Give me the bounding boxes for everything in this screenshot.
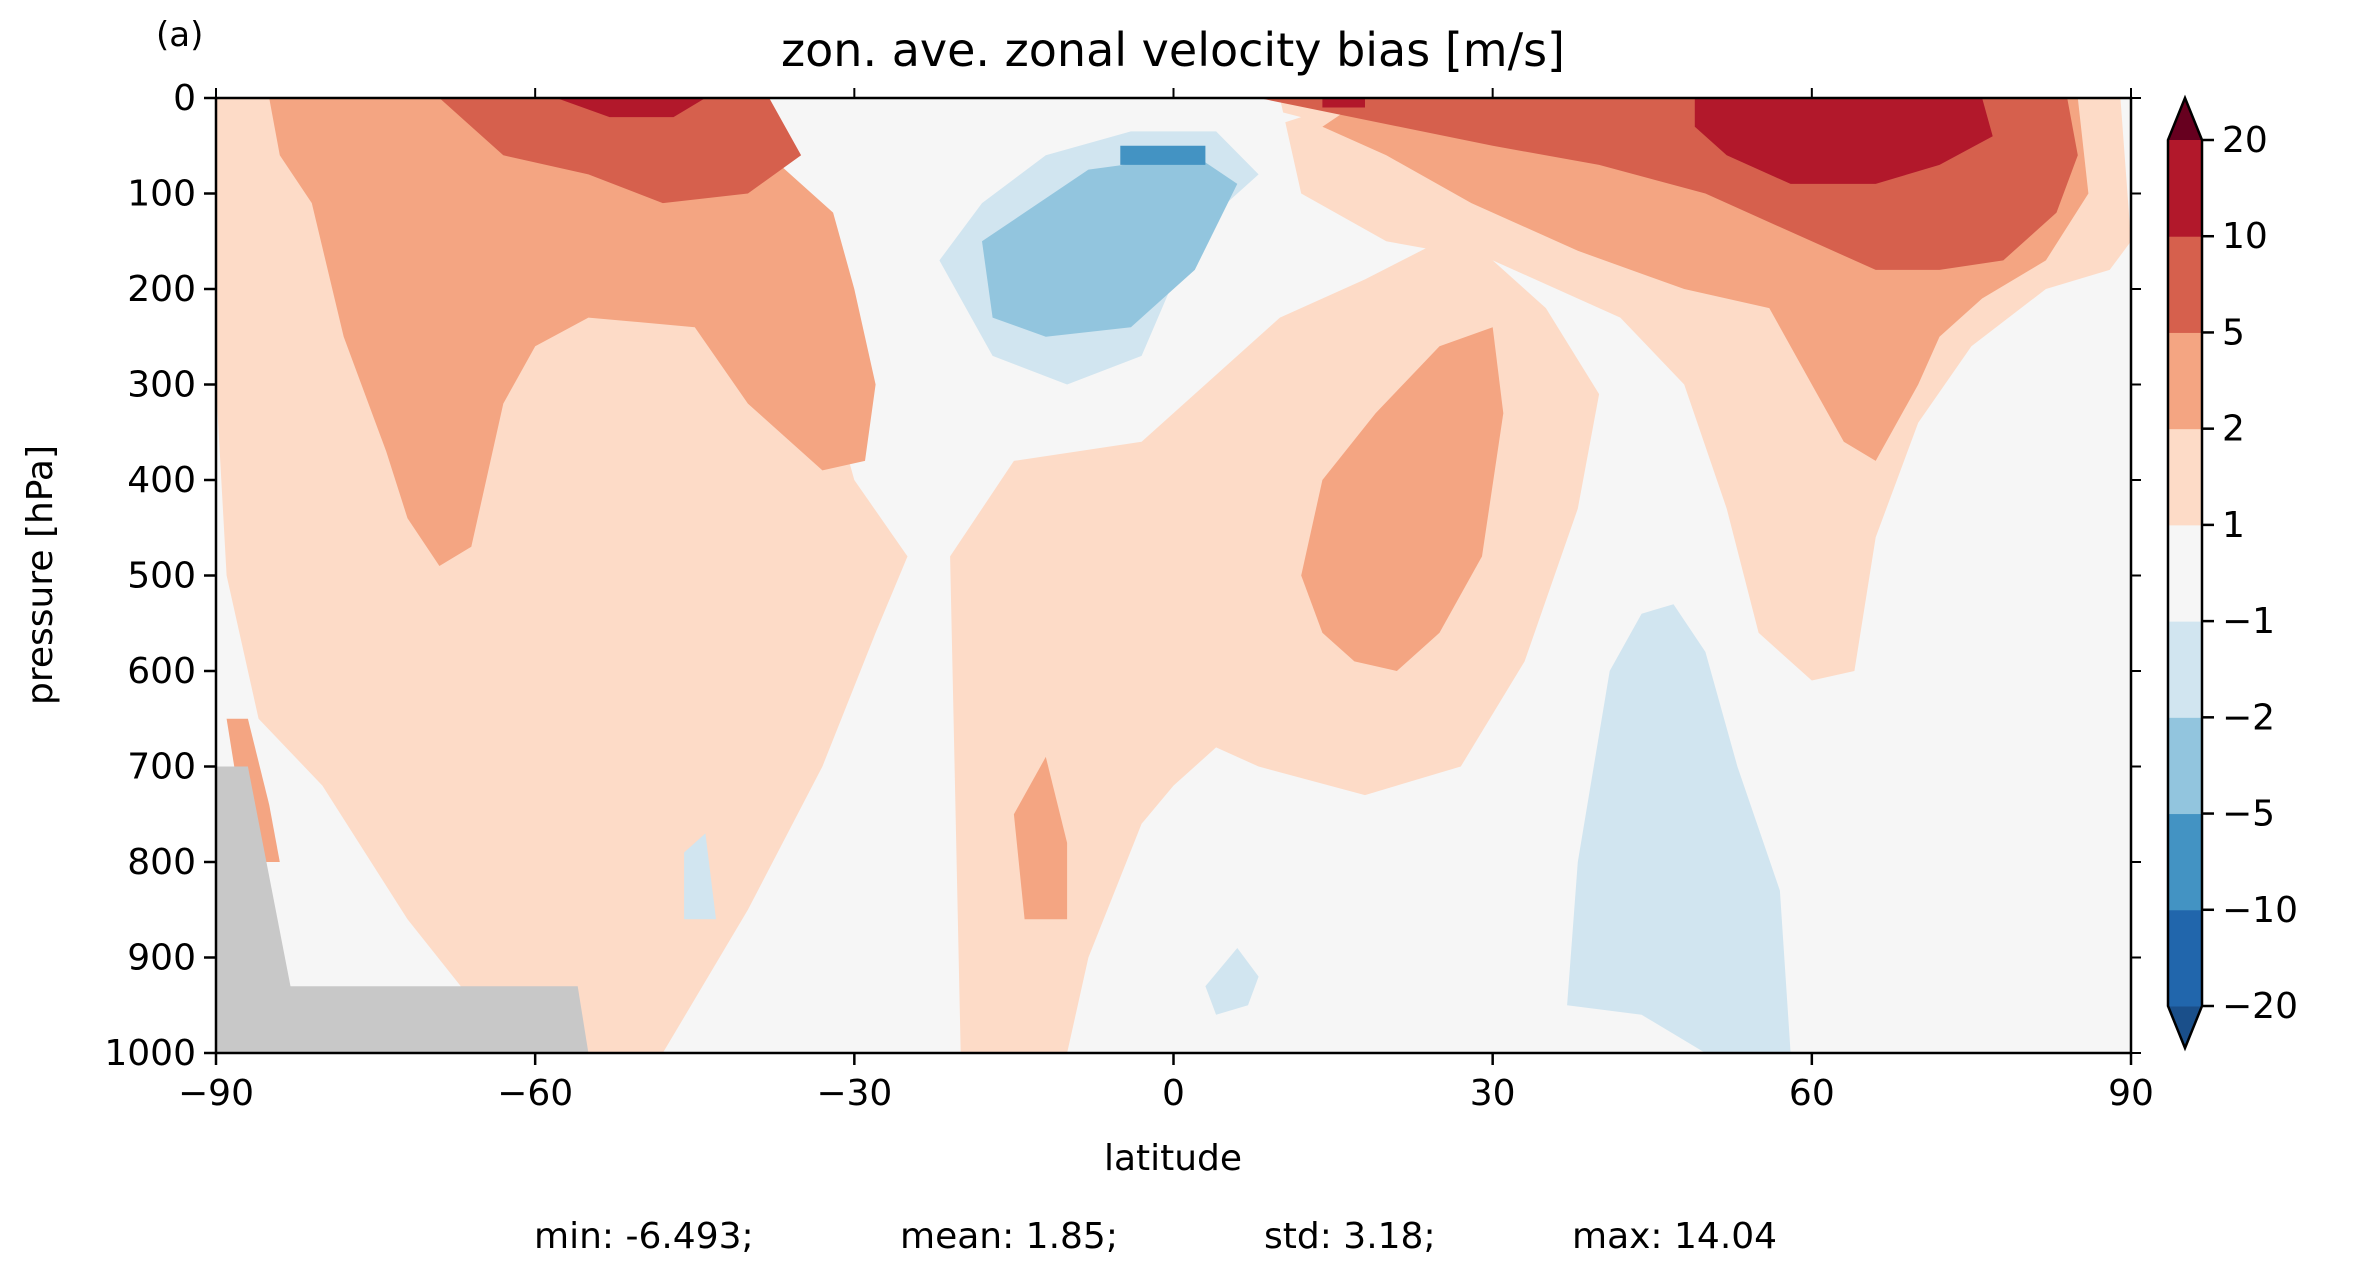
stat-min: min: -6.493; — [534, 1216, 754, 1257]
contour-region-17 — [684, 833, 716, 920]
x-tick-label: −60 — [497, 1073, 573, 1114]
colorbar-tick-label: 2 — [2222, 409, 2245, 450]
colorbar-tick-label: −10 — [2222, 890, 2298, 931]
colorbar-segment — [2168, 717, 2202, 815]
colorbar-segment — [2168, 428, 2202, 526]
contour-region-19 — [1120, 145, 1206, 165]
y-tick-label: 900 — [127, 938, 196, 979]
y-tick-label: 500 — [127, 556, 196, 597]
colorbar-segment — [2168, 140, 2202, 237]
contour-region-16 — [1205, 948, 1259, 1015]
x-axis-ticks: −90 −60 −30 0 30 60 90 — [178, 88, 2154, 1114]
contour-region-13 — [1013, 98, 1302, 141]
contour-regions — [216, 98, 2131, 1053]
colorbar-tick-label: −20 — [2222, 986, 2298, 1027]
stat-max: max: 14.04 — [1572, 1216, 1777, 1257]
colorbar-segment — [2168, 236, 2202, 333]
contour-region-12 — [1322, 98, 1365, 108]
y-axis-ticks: 0 100 200 300 400 500 600 700 800 900 1000 — [104, 78, 2141, 1074]
x-tick-label: 60 — [1789, 1073, 1835, 1114]
colorbar-tick-label: 1 — [2222, 505, 2245, 546]
y-tick-label: 800 — [127, 842, 196, 883]
x-tick-label: 0 — [1162, 1073, 1185, 1114]
colorbar: −20 −10 −5 −2 −1 1 2 5 10 20 — [2166, 94, 2298, 1052]
contour-region-18 — [982, 155, 1238, 337]
chart-title: zon. ave. zonal velocity bias [m/s] — [781, 23, 1565, 77]
y-tick-label: 200 — [127, 269, 196, 310]
colorbar-segment — [2168, 621, 2202, 718]
y-tick-label: 400 — [127, 460, 196, 501]
panel-label: (a) — [156, 15, 203, 55]
missing-data-region — [216, 766, 589, 1053]
x-tick-label: −30 — [816, 1073, 892, 1114]
colorbar-extend-max — [2168, 98, 2202, 140]
contour-region-4 — [1301, 327, 1504, 671]
colorbar-tick-label: 10 — [2222, 216, 2268, 257]
x-axis-label: latitude — [1104, 1138, 1242, 1179]
colorbar-extend-min — [2168, 1006, 2202, 1048]
y-tick-label: 600 — [127, 651, 196, 692]
contour-region-15 — [1567, 604, 1791, 1053]
colorbar-tick-label: 5 — [2222, 312, 2245, 353]
x-tick-label: 90 — [2108, 1073, 2154, 1114]
x-tick-label: −90 — [178, 1073, 254, 1114]
contour-region-8 — [439, 98, 802, 204]
y-tick-label: 300 — [127, 365, 196, 406]
colorbar-tick-label: 20 — [2222, 120, 2268, 161]
colorbar-segment — [2168, 909, 2202, 1007]
x-tick-label: 30 — [1470, 1073, 1516, 1114]
colorbar-tick-label: −1 — [2222, 601, 2275, 642]
y-tick-label: 1000 — [104, 1033, 196, 1074]
contour-region-3 — [269, 98, 876, 566]
y-axis-label: pressure [hPa] — [20, 445, 61, 705]
contour-region-6 — [226, 718, 280, 862]
colorbar-segment — [2168, 524, 2202, 622]
colorbar-segment — [2168, 813, 2202, 911]
colorbar-tick-label: −2 — [2222, 697, 2275, 738]
contour-region-5 — [1013, 756, 1068, 920]
y-tick-label: 0 — [173, 78, 196, 119]
y-tick-label: 100 — [127, 174, 196, 215]
contour-region-11 — [1694, 98, 1993, 184]
colorbar-segment — [2168, 332, 2202, 430]
stat-mean: mean: 1.85; — [900, 1216, 1118, 1257]
contour-region-10 — [556, 98, 706, 118]
y-tick-label: 700 — [127, 747, 196, 788]
stat-std: std: 3.18; — [1264, 1216, 1436, 1257]
colorbar-tick-label: −5 — [2222, 794, 2275, 835]
